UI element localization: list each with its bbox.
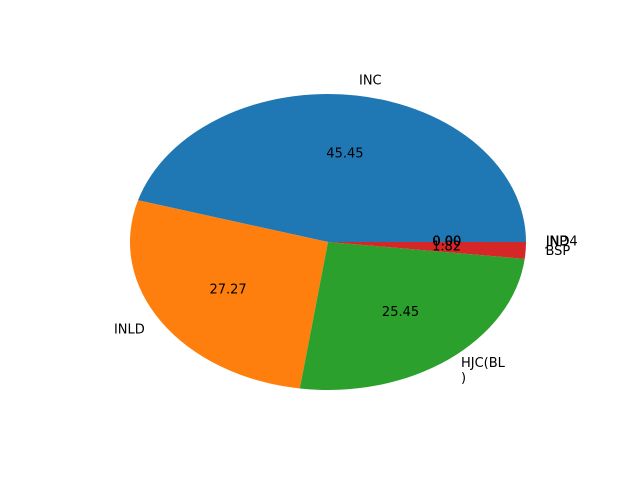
slice-value-4: 0.00	[432, 235, 461, 250]
pie-slice-1	[129, 200, 328, 389]
slice-label-9: IND4	[546, 235, 578, 250]
slice-label-3: BSP	[545, 244, 570, 259]
slice-value-0: 45.45	[326, 147, 363, 162]
slice-label-0: INC	[359, 73, 382, 88]
slice-value-5: 0.00	[432, 235, 461, 250]
slice-label-5: IND	[546, 235, 570, 250]
slice-value-9: 0.00	[432, 235, 461, 250]
slice-label-7: JNP	[545, 235, 568, 250]
pie-slices	[129, 94, 526, 390]
slice-value-7: 0.00	[432, 235, 461, 250]
slice-label-8: IND	[546, 235, 570, 250]
slice-value-6: 0.00	[432, 235, 461, 250]
slice-value-1: 27.27	[209, 283, 246, 298]
slice-label-4: IND	[546, 235, 570, 250]
slice-label-6: IND	[546, 235, 570, 250]
slice-label-1: INLD	[114, 323, 145, 338]
slice-value-3: 1.82	[432, 240, 461, 255]
pie-slice-3	[328, 242, 526, 259]
slice-value-8: 0.00	[432, 235, 461, 250]
pie-slice-2	[299, 242, 525, 390]
pie-percent-labels: 45.4527.2725.451.820.000.000.000.000.000…	[209, 147, 461, 320]
slice-label-2: HJC(BL)	[461, 356, 506, 386]
pie-slice-0	[138, 94, 526, 243]
slice-value-2: 25.45	[382, 305, 419, 320]
